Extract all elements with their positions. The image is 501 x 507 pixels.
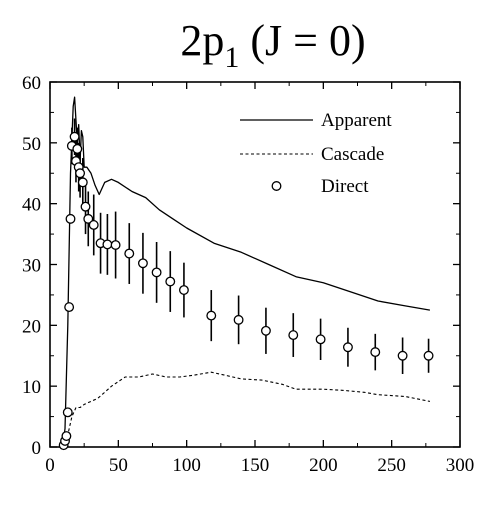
direct-point	[233, 314, 244, 325]
direct-point	[61, 431, 72, 442]
series-line-cascade	[63, 371, 431, 447]
direct-point	[397, 350, 408, 361]
direct-point	[423, 350, 434, 361]
direct-point	[370, 347, 381, 358]
plot-frame	[49, 81, 461, 448]
direct-point	[62, 407, 73, 418]
y-tick-label: 20	[22, 316, 41, 337]
legend-label-direct: Direct	[321, 176, 369, 197]
y-tick-label: 10	[22, 377, 41, 398]
legend-label-apparent: Apparent	[321, 110, 392, 131]
direct-point	[75, 168, 86, 179]
direct-point	[65, 213, 76, 224]
x-tick-label: 200	[309, 455, 338, 476]
chart-title-subscript: 1	[224, 41, 239, 74]
y-tick-label: 50	[22, 134, 41, 155]
chart-title: 2p1 (J = 0)	[180, 16, 365, 74]
direct-point	[69, 131, 80, 142]
direct-point	[110, 240, 121, 250]
chart-title-main: 2p	[180, 16, 224, 65]
x-tick-label: 150	[241, 455, 270, 476]
direct-point	[206, 310, 217, 321]
legend-label-cascade: Cascade	[321, 144, 384, 165]
x-tick-label: 300	[446, 455, 475, 476]
x-tick-label: 100	[172, 455, 201, 476]
direct-point	[315, 334, 326, 345]
y-tick-label: 30	[22, 256, 41, 277]
direct-point	[72, 143, 83, 154]
legend-marker-direct	[271, 181, 282, 191]
direct-point	[88, 220, 99, 230]
direct-point	[124, 248, 135, 259]
y-tick-label: 0	[32, 438, 42, 459]
direct-point	[80, 201, 91, 212]
y-tick-label: 40	[22, 195, 41, 216]
x-tick-label: 250	[377, 455, 406, 476]
x-tick-label: 0	[45, 455, 55, 476]
direct-point	[342, 342, 353, 353]
direct-point	[288, 330, 299, 341]
direct-point	[137, 258, 148, 269]
chart-title-suffix: (J = 0)	[239, 16, 365, 65]
direct-point	[102, 239, 113, 250]
direct-point	[83, 213, 94, 224]
direct-point	[151, 267, 162, 278]
direct-point	[64, 302, 75, 313]
direct-point	[260, 325, 271, 336]
direct-point	[77, 177, 88, 188]
series-line-apparent	[61, 96, 431, 447]
direct-point	[165, 276, 176, 287]
direct-point	[178, 285, 189, 296]
y-tick-label: 60	[22, 73, 41, 94]
x-tick-label: 50	[109, 455, 128, 476]
